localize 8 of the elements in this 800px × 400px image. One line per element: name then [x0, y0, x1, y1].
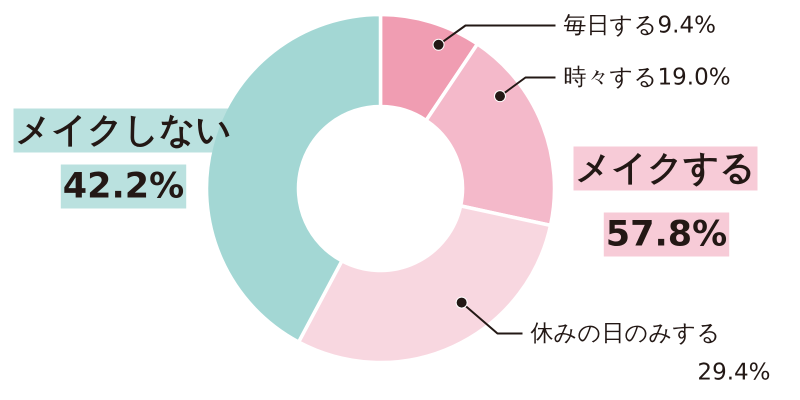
slice-label: 毎日する9.4%: [564, 12, 716, 38]
text: 57.8%: [606, 214, 728, 254]
data-label: 29.4%: [697, 360, 771, 386]
slice-label: メイクしない: [16, 110, 232, 150]
slice-label: 休みの日のみする: [530, 320, 720, 346]
data-label: 42.2%: [62, 166, 184, 206]
slice-label: 時々する19.0%: [564, 64, 731, 90]
text: メイクする: [576, 148, 756, 188]
